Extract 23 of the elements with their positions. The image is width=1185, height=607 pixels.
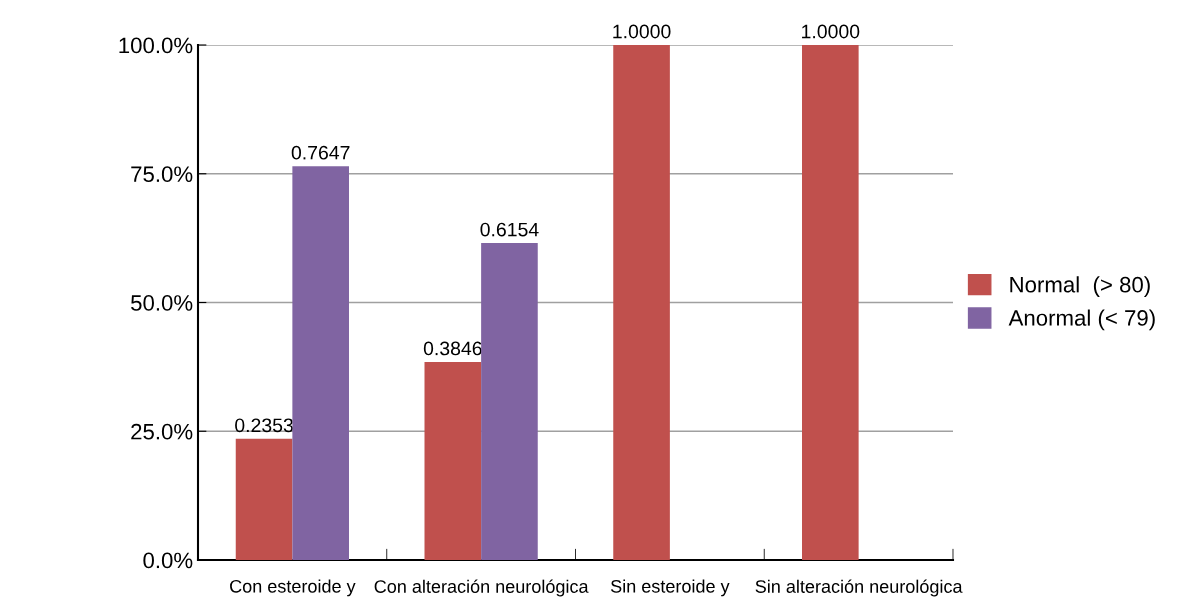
bar [802, 45, 859, 560]
legend-label: Anormal (< 79) [1008, 309, 1155, 331]
x-tick-label: Con esteroide y [230, 579, 356, 597]
legend-label: Normal (> 80) [1010, 276, 1150, 297]
data-label: 0.7647 [291, 145, 350, 160]
data-label: 1.0000 [802, 24, 860, 39]
bar [235, 438, 293, 560]
x-tick-label: Sin alteración neurológica [755, 579, 963, 597]
bar [292, 166, 349, 560]
y-tick-label: 100.0% [119, 37, 193, 54]
y-tick-label: 50.0% [131, 295, 193, 311]
data-label: 0.2353 [235, 418, 293, 433]
bar [424, 361, 482, 560]
bar [481, 243, 538, 560]
data-label: 0.6154 [480, 222, 539, 237]
data-label: 1.0000 [613, 24, 671, 39]
y-tick-label: 75.0% [131, 166, 193, 183]
x-tick-label: Sin esteroide y [610, 579, 730, 597]
data-label: 0.3846 [423, 341, 482, 356]
bar [613, 45, 670, 560]
y-tick-label: 0.0% [143, 552, 193, 569]
y-tick-label: 25.0% [131, 423, 193, 440]
x-tick-label: Con alteración neurológica [374, 579, 589, 597]
